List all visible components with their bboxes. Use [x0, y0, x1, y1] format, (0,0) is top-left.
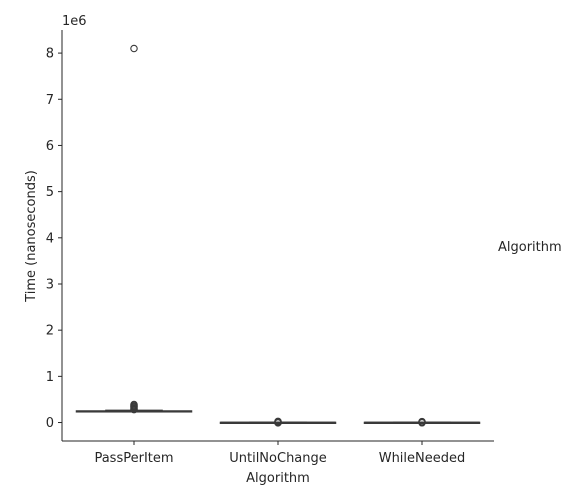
x-tick-label: UntilNoChange: [229, 451, 327, 466]
y-tick-label: 0: [46, 416, 54, 431]
y-tick-label: 2: [46, 324, 54, 339]
y-tick-label: 7: [46, 93, 54, 108]
y-tick-label: 1: [46, 370, 54, 385]
x-tick-label: PassPerItem: [94, 451, 173, 466]
y-tick-label: 8: [46, 47, 54, 62]
x-tick-label: WhileNeeded: [379, 451, 466, 466]
y-tick-label: 3: [46, 277, 54, 292]
legend-title: Algorithm: [498, 240, 562, 255]
y-tick-label: 6: [46, 139, 54, 154]
y-axis-offset-label: 1e6: [62, 14, 87, 29]
x-axis-label: Algorithm: [246, 471, 310, 486]
y-tick-label: 4: [46, 231, 54, 246]
box-flier-point: [130, 44, 138, 53]
box-flier-point: [418, 419, 426, 427]
y-axis-label: Time (nanoseconds): [24, 170, 39, 303]
box-flier-point: [130, 405, 138, 414]
plot-area: 0 1 2 3 4 5 6 7 8 PassPerItem UntilNoChange WhileNe…: [46, 30, 494, 466]
y-tick-label: 5: [46, 185, 54, 200]
box-flier-point: [274, 419, 282, 427]
